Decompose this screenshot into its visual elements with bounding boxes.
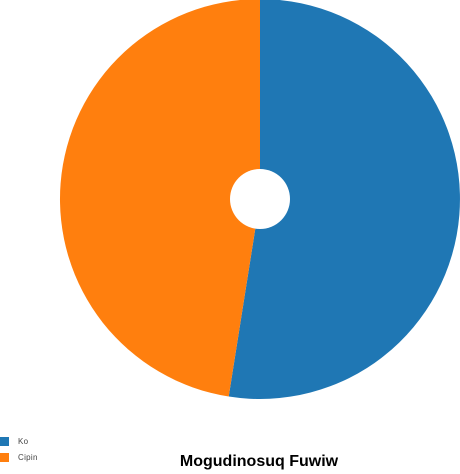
legend: Ko Cipin — [0, 433, 38, 465]
chart-title: Mogudinosuq Fuwiw — [179, 453, 339, 470]
pie-slice-cipin — [59, 0, 260, 397]
legend-label-cipin: Cipin — [18, 452, 38, 462]
legend-item-ko: Ko — [0, 433, 38, 449]
pie-slice-ko — [228, 0, 460, 399]
legend-item-cipin: Cipin — [0, 449, 38, 465]
legend-swatch-cipin — [0, 452, 9, 462]
legend-swatch-ko — [0, 436, 9, 446]
donut-hole — [230, 169, 290, 229]
legend-label-ko: Ko — [18, 436, 29, 446]
